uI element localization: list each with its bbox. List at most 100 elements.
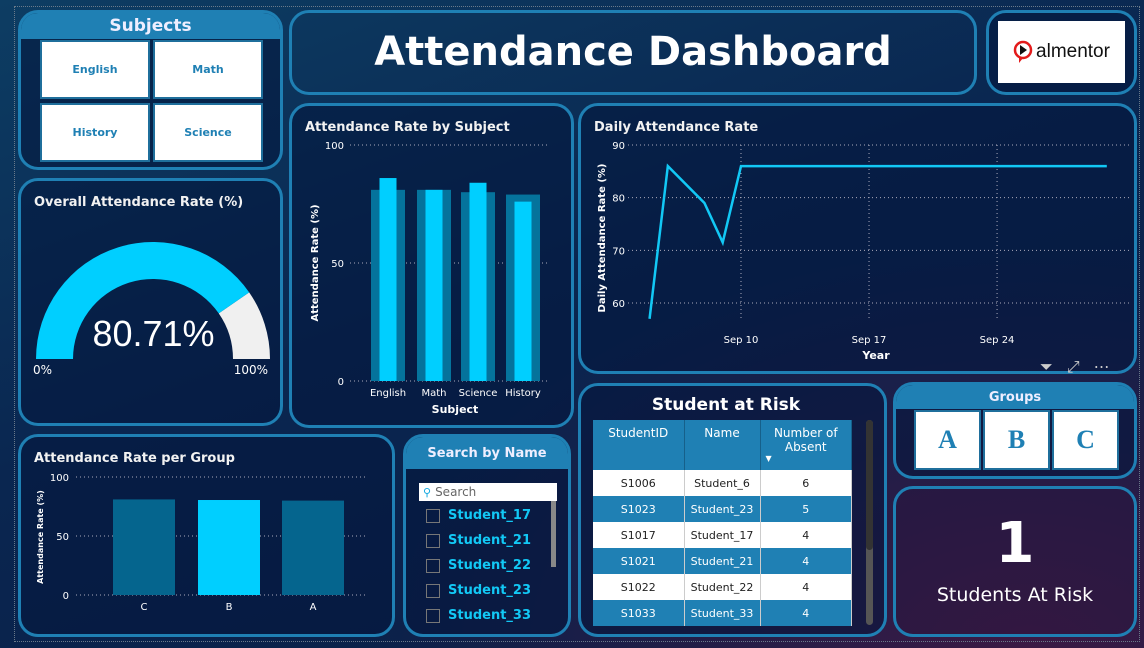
canvas-frame xyxy=(14,6,1140,642)
x-tick-label: English xyxy=(370,388,406,399)
search-by-name-slicer: Search by Name ⚲ Search Student_17 Stude… xyxy=(403,434,571,637)
student-label: Student_33 xyxy=(448,608,532,623)
table-cell: Student_22 xyxy=(684,574,761,600)
search-placeholder: Search xyxy=(435,485,477,499)
x-tick-label: B xyxy=(226,602,233,613)
col-studentid[interactable]: StudentID xyxy=(593,420,685,470)
checkbox[interactable] xyxy=(426,583,440,598)
slicer-scrollbar[interactable] xyxy=(551,501,556,567)
table-row[interactable]: S1021 Student_21 4 xyxy=(593,548,852,574)
bar-group-b xyxy=(198,500,260,595)
y-tick-label: 100 xyxy=(325,141,344,152)
table-cell: S1006 xyxy=(593,470,685,496)
play-bubble-icon xyxy=(1013,40,1033,63)
table-row[interactable]: S1023 Student_23 5 xyxy=(593,496,852,522)
gauge-min-label: 0% xyxy=(33,363,53,377)
table-scrollbar[interactable] xyxy=(866,420,873,625)
bar-inner-science xyxy=(469,182,487,381)
checkbox[interactable] xyxy=(426,508,440,523)
y-axis-title: Attendance Rate (%) xyxy=(36,490,45,584)
col-absent-label: Number of Absent xyxy=(773,426,838,454)
y-tick-label: 0 xyxy=(63,591,69,602)
student-option[interactable]: Student_22 xyxy=(426,553,531,578)
more-options-icon[interactable]: ⋯ xyxy=(1093,357,1110,376)
subject-math-button[interactable]: Math xyxy=(153,40,263,99)
col-name[interactable]: Name xyxy=(684,420,761,470)
y-tick-label: 50 xyxy=(331,259,344,270)
focus-mode-icon[interactable]: ⤢ xyxy=(1066,357,1080,376)
bar-inner-history xyxy=(514,201,532,381)
group-b-button[interactable]: B xyxy=(983,410,1050,470)
x-tick-label: Math xyxy=(421,388,446,399)
col-absent[interactable]: Number of Absent ▼ xyxy=(760,420,852,470)
groups-slicer: Groups A B C xyxy=(893,382,1137,479)
y-tick-label: 70 xyxy=(612,246,625,257)
table-cell: S1021 xyxy=(593,548,685,574)
checkbox[interactable] xyxy=(426,533,440,548)
search-title: Search by Name xyxy=(406,437,568,469)
checkbox[interactable] xyxy=(426,608,440,623)
logo-text: almentor xyxy=(1036,41,1110,62)
overall-attendance-gauge: Overall Attendance Rate (%) 80.71% 0% 10… xyxy=(18,178,283,426)
x-tick-label: C xyxy=(141,602,148,613)
x-axis-title: Year xyxy=(861,349,890,362)
student-list: Student_17 Student_21 Student_22 Student… xyxy=(426,503,531,628)
search-icon: ⚲ xyxy=(423,485,432,499)
student-label: Student_22 xyxy=(448,558,532,573)
subject-english-button[interactable]: English xyxy=(40,40,150,99)
group-chart-title: Attendance Rate per Group xyxy=(34,451,235,466)
gauge-max-label: 100% xyxy=(233,363,268,377)
y-tick-label: 80 xyxy=(612,194,625,205)
student-label: Student_21 xyxy=(448,533,532,548)
checkbox[interactable] xyxy=(426,558,440,573)
table-container: StudentID Name Number of Absent ▼ S1006 St… xyxy=(593,420,852,626)
table-cell: S1033 xyxy=(593,600,685,626)
y-axis-title: Daily Attendance Rate (%) xyxy=(597,164,608,313)
table-cell: S1017 xyxy=(593,522,685,548)
y-axis-title: Attendance Rate (%) xyxy=(310,204,321,321)
gauge-value: 80.71% xyxy=(92,313,215,354)
student-option[interactable]: Student_33 xyxy=(426,603,531,628)
daily-line-chart: Daily Attendance Rate 60 70 80 90 Sep 10 Sep … xyxy=(578,103,1137,374)
table-cell: Student_21 xyxy=(684,548,761,574)
table-cell: 4 xyxy=(760,548,852,574)
x-tick-label: Sep 17 xyxy=(852,335,887,346)
table-row[interactable]: S1017 Student_17 4 xyxy=(593,522,852,548)
x-axis-title: Subject xyxy=(432,403,479,416)
table-cell: 6 xyxy=(760,470,852,496)
students-at-risk-card: 1 Students At Risk xyxy=(893,486,1137,637)
title-panel: Attendance Dashboard xyxy=(289,10,977,95)
table-row[interactable]: S1006 Student_6 6 xyxy=(593,470,852,496)
subject-history-button[interactable]: History xyxy=(40,103,150,162)
student-option[interactable]: Student_17 xyxy=(426,503,531,528)
almentor-logo: almentor xyxy=(998,21,1125,83)
table-cell: 5 xyxy=(760,496,852,522)
student-option[interactable]: Student_23 xyxy=(426,578,531,603)
sort-desc-icon: ▼ xyxy=(765,454,772,463)
y-tick-label: 60 xyxy=(612,299,625,310)
subject-science-button[interactable]: Science xyxy=(153,103,263,162)
gauge-title: Overall Attendance Rate (%) xyxy=(34,195,244,210)
table-cell: Student_6 xyxy=(684,470,761,496)
bar-group-a xyxy=(282,500,344,595)
gauge-value-arc xyxy=(36,242,250,359)
table-row[interactable]: S1033 Student_33 4 xyxy=(593,600,852,626)
subject-chart-title: Attendance Rate by Subject xyxy=(305,120,510,135)
table-cell: Student_33 xyxy=(684,600,761,626)
risk-table-title: Student at Risk xyxy=(651,395,801,415)
subjects-title: Subjects xyxy=(21,13,280,39)
kpi-value: 1 xyxy=(995,511,1035,576)
filter-icon[interactable]: ⏷ xyxy=(1040,357,1053,376)
search-input[interactable]: ⚲ Search xyxy=(419,483,557,501)
kpi-label: Students At Risk xyxy=(936,584,1094,606)
bar-inner-math xyxy=(425,189,443,381)
table-cell: Student_23 xyxy=(684,496,761,522)
student-at-risk-table: Student at Risk StudentID Name Number of… xyxy=(578,383,887,637)
group-a-button[interactable]: A xyxy=(914,410,981,470)
group-c-button[interactable]: C xyxy=(1052,410,1119,470)
series-line xyxy=(648,163,1107,319)
student-option[interactable]: Student_21 xyxy=(426,528,531,553)
group-bar-chart: Attendance Rate per Group 0 50 100 C B A Atten… xyxy=(18,434,395,637)
y-tick-label: 50 xyxy=(56,532,69,543)
table-row[interactable]: S1022 Student_22 4 xyxy=(593,574,852,600)
